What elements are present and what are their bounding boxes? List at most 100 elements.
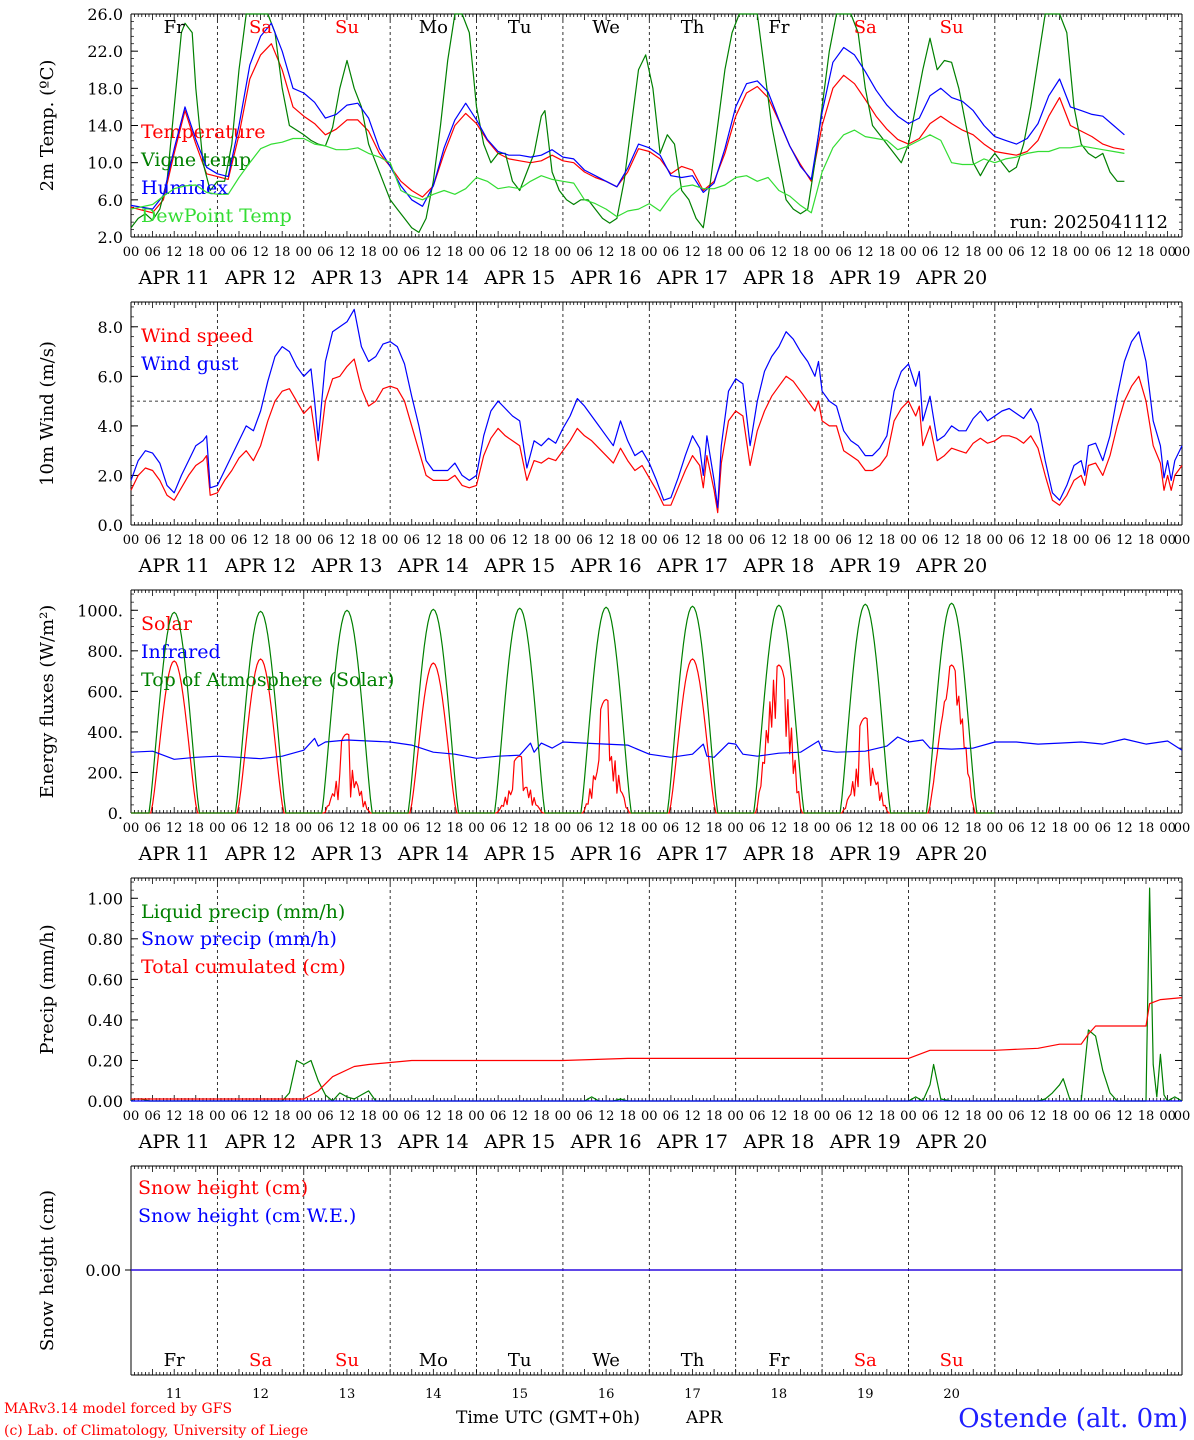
hour-tick-label: 18 bbox=[965, 245, 982, 260]
y-tick-label: 0.60 bbox=[87, 970, 123, 989]
day-name-label: Fr bbox=[164, 17, 185, 38]
hour-tick-label: 12 bbox=[1030, 821, 1047, 836]
hour-tick-label: 12 bbox=[857, 533, 874, 548]
hour-tick-label: 00 bbox=[814, 533, 831, 548]
hour-tick-label: 12 bbox=[425, 533, 442, 548]
legend-entry: Liquid precip (mm/h) bbox=[141, 901, 345, 923]
hour-tick-label: 12 bbox=[339, 1109, 356, 1124]
date-label: APR 20 bbox=[915, 1131, 987, 1153]
date-label: APR 19 bbox=[829, 555, 901, 577]
legend-entry: Total cumulated (cm) bbox=[141, 956, 346, 978]
hour-tick-label: 06 bbox=[231, 245, 248, 260]
hour-tick-label: 12 bbox=[252, 821, 269, 836]
day-name-label: Th bbox=[681, 1350, 705, 1371]
hour-tick-label: 06 bbox=[231, 1109, 248, 1124]
y-axis-title: Precip (mm/h) bbox=[37, 924, 58, 1054]
hour-tick-label: 06 bbox=[317, 1109, 334, 1124]
panel-1: 2.0 6.0 10.0 14.0 18.0 22.0 26.0 2m Temp. (ºC) T… bbox=[37, 5, 1190, 289]
hour-tick-label: 06 bbox=[490, 245, 507, 260]
hour-tick-label: 00 bbox=[1159, 245, 1176, 260]
hour-tick-label: 00 bbox=[555, 1109, 572, 1124]
hour-tick-label: 00 bbox=[900, 1109, 917, 1124]
hour-tick-label: 00 bbox=[641, 821, 658, 836]
date-label: APR 19 bbox=[829, 843, 901, 865]
y-axis-title: Snow height (cm) bbox=[37, 1190, 58, 1351]
hour-tick-label: 06 bbox=[1008, 245, 1025, 260]
hour-tick-label: 06 bbox=[231, 533, 248, 548]
date-label: APR 16 bbox=[570, 555, 642, 577]
date-label: APR 18 bbox=[742, 555, 814, 577]
hour-tick-label: 12 bbox=[684, 1109, 701, 1124]
hour-tick-label: 18 bbox=[706, 533, 723, 548]
panels: 2.0 6.0 10.0 14.0 18.0 22.0 26.0 2m Temp. (ºC) T… bbox=[37, 5, 1190, 1402]
hour-tick-label: 00 bbox=[382, 1109, 399, 1124]
hour-tick-label: 12 bbox=[425, 245, 442, 260]
hour-tick-label: 12 bbox=[943, 245, 960, 260]
y-tick-label: 800. bbox=[87, 642, 123, 661]
hour-tick-label: 18 bbox=[188, 245, 205, 260]
hour-tick-label: 06 bbox=[144, 821, 161, 836]
hour-tick-label: 12 bbox=[339, 245, 356, 260]
day-name-label: Mo bbox=[419, 17, 448, 38]
hour-tick-label: 06 bbox=[403, 821, 420, 836]
y-tick-label: 0.40 bbox=[87, 1011, 123, 1030]
date-label: APR 12 bbox=[224, 1131, 296, 1153]
hour-tick-label: 12 bbox=[339, 533, 356, 548]
hour-tick-label: 00 bbox=[209, 533, 226, 548]
legend-entry: DewPoint Temp bbox=[141, 205, 292, 227]
date-label: APR 18 bbox=[742, 267, 814, 289]
panel-4: 0.00 0.20 0.40 0.60 0.80 1.00 Precip (mm/h) Liq… bbox=[37, 877, 1190, 1153]
y-axis-title: 2m Temp. (ºC) bbox=[37, 60, 58, 192]
hour-tick-label: 00 bbox=[1174, 245, 1191, 260]
hour-tick-label: 12 bbox=[166, 245, 183, 260]
date-label: APR 20 bbox=[915, 843, 987, 865]
series-line-infrared bbox=[130, 736, 1183, 760]
hour-tick-label: 12 bbox=[1116, 821, 1133, 836]
hour-tick-label: 06 bbox=[1008, 533, 1025, 548]
hour-tick-label: 06 bbox=[144, 533, 161, 548]
hour-tick-label: 12 bbox=[511, 245, 528, 260]
hour-tick-label: 12 bbox=[425, 821, 442, 836]
hour-tick-label: 00 bbox=[727, 245, 744, 260]
hour-tick-label: 18 bbox=[188, 1109, 205, 1124]
hour-tick-label: 18 bbox=[879, 533, 896, 548]
series-line-humidex bbox=[130, 22, 1125, 210]
date-label: APR 15 bbox=[483, 555, 555, 577]
day-number-label: 17 bbox=[684, 1387, 701, 1402]
hour-tick-label: 00 bbox=[295, 821, 312, 836]
date-label: APR 18 bbox=[742, 843, 814, 865]
y-tick-label: 6.0 bbox=[98, 367, 123, 386]
date-label: APR 11 bbox=[138, 267, 210, 289]
date-label: APR 18 bbox=[742, 1131, 814, 1153]
hour-tick-label: 00 bbox=[727, 1109, 744, 1124]
date-label: APR 12 bbox=[224, 843, 296, 865]
hour-tick-label: 12 bbox=[771, 533, 788, 548]
hour-tick-label: 06 bbox=[576, 821, 593, 836]
y-tick-label: 18.0 bbox=[87, 79, 123, 98]
hour-tick-label: 12 bbox=[598, 245, 615, 260]
date-label: APR 13 bbox=[310, 267, 382, 289]
hour-tick-label: 12 bbox=[425, 1109, 442, 1124]
day-name-label: Mo bbox=[419, 1350, 448, 1371]
hour-tick-label: 06 bbox=[317, 245, 334, 260]
day-number-label: 15 bbox=[511, 1387, 528, 1402]
hour-tick-label: 12 bbox=[511, 1109, 528, 1124]
hour-tick-label: 12 bbox=[339, 821, 356, 836]
hour-tick-label: 06 bbox=[231, 821, 248, 836]
panel-2: 0.0 2.0 4.0 6.0 8.0 10m Wind (m/s) Wind speed W… bbox=[37, 301, 1191, 577]
hour-tick-label: 00 bbox=[1174, 533, 1191, 548]
day-number-label: 18 bbox=[771, 1387, 788, 1402]
day-name-label: Sa bbox=[854, 1350, 877, 1371]
day-name-label: Fr bbox=[164, 1350, 185, 1371]
hour-tick-label: 18 bbox=[619, 245, 636, 260]
hour-tick-label: 06 bbox=[403, 533, 420, 548]
hour-tick-label: 06 bbox=[835, 245, 852, 260]
date-label: APR 19 bbox=[829, 1131, 901, 1153]
panel-5: 0.00 Snow height (cm) Snow height (cm) Snow… bbox=[37, 1165, 1183, 1402]
date-label: APR 12 bbox=[224, 267, 296, 289]
y-axis-title: 10m Wind (m/s) bbox=[37, 341, 58, 486]
date-label: APR 12 bbox=[224, 555, 296, 577]
hour-tick-label: 18 bbox=[1138, 245, 1155, 260]
hour-tick-label: 06 bbox=[1095, 245, 1112, 260]
hour-tick-label: 00 bbox=[987, 821, 1004, 836]
